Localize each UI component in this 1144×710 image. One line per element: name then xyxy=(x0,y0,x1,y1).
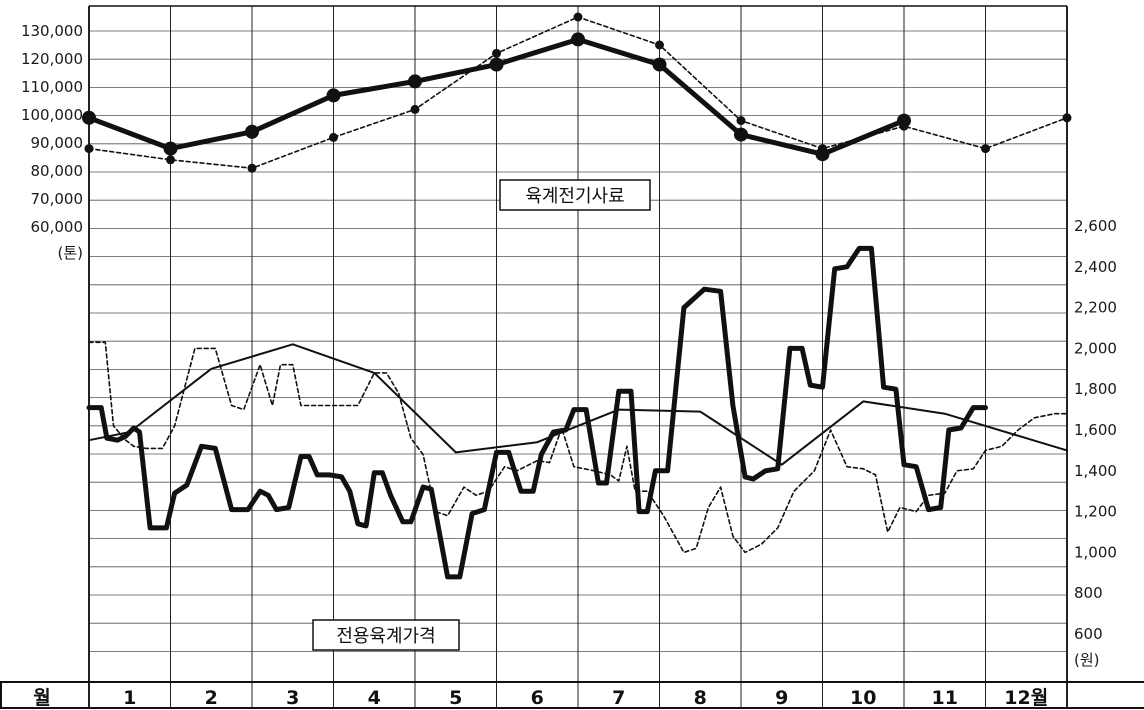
top-y-tick-label: 120,000 xyxy=(21,50,83,68)
feed-current-point xyxy=(489,57,504,72)
bottom-y-tick-label: 2,000 xyxy=(1074,339,1117,357)
month-tick-label: 4 xyxy=(368,687,381,709)
feed-current-point xyxy=(652,57,667,72)
top-y-tick-label: 130,000 xyxy=(21,22,83,40)
price-title: 전용육계가격 xyxy=(336,626,435,647)
feed-current-point xyxy=(734,127,748,142)
month-axis-label: 월 xyxy=(33,687,50,709)
feed-current-point xyxy=(163,141,178,156)
month-tick-label: 2 xyxy=(205,687,218,709)
month-tick-label: 3 xyxy=(286,687,299,709)
month-tick-label: 8 xyxy=(694,687,707,709)
feed-dashed-point xyxy=(981,144,990,154)
feed-dashed-point xyxy=(84,144,94,154)
bottom-y-tick-label: 1,400 xyxy=(1074,462,1117,480)
bottom-y-tick-label: 1,800 xyxy=(1074,380,1117,398)
bottom-y-tick-label: 1,000 xyxy=(1074,543,1117,561)
feed-dashed-point xyxy=(329,132,338,142)
feed-current-point xyxy=(245,124,259,139)
top-y-tick-label: 110,000 xyxy=(21,78,83,96)
feed-dashed-point xyxy=(1062,113,1072,123)
feed-title: 육계전기사료 xyxy=(525,186,624,207)
feed-current-point xyxy=(326,88,341,103)
feed-dashed-point xyxy=(410,104,420,114)
feed-title-box: 육계전기사료 xyxy=(499,179,651,211)
feed-current-point xyxy=(82,110,96,125)
top-y-tick-label: 80,000 xyxy=(31,162,84,180)
feed-dashed-point xyxy=(492,48,501,58)
bottom-y-tick-label: 600 xyxy=(1074,625,1103,643)
feed-current-point xyxy=(571,32,585,47)
bottom-y-tick-label: 2,400 xyxy=(1074,258,1117,276)
axis-labels: 1 2 3 4 5 6 7 8 9 10 11 12월 130,000 120,000 110,000 100… xyxy=(21,22,1117,709)
month-tick-label: 10 xyxy=(850,687,876,709)
top-y-unit: (톤) xyxy=(57,244,83,262)
price-title-box: 전용육계가격 xyxy=(312,619,460,651)
month-tick-label: 7 xyxy=(612,687,625,709)
month-tick-label: 11 xyxy=(932,687,958,709)
feed-dashed-point xyxy=(655,40,664,50)
feed-dashed-point xyxy=(573,12,583,22)
bottom-y-tick-label: 2,200 xyxy=(1074,299,1117,317)
top-y-tick-label: 100,000 xyxy=(21,106,83,124)
month-tick-label: 5 xyxy=(449,687,462,709)
feed-dashed-point xyxy=(166,155,175,165)
feed-current-point xyxy=(815,147,830,162)
feed-dashed-point xyxy=(736,116,746,126)
top-y-tick-label: 70,000 xyxy=(31,190,84,208)
top-y-tick-label: 90,000 xyxy=(31,134,84,152)
feed-current-point xyxy=(897,113,911,128)
series-layer xyxy=(82,12,1072,580)
bottom-y-unit: (원) xyxy=(1074,651,1100,669)
price-line-avg xyxy=(88,343,1068,466)
month-tick-label: 6 xyxy=(531,687,544,709)
top-y-tick-label: 60,000 xyxy=(31,218,84,236)
feed-dashed-point xyxy=(247,163,257,173)
feed-current-point xyxy=(408,74,422,89)
bottom-y-tick-label: 1,600 xyxy=(1074,421,1117,439)
bottom-y-tick-label: 1,200 xyxy=(1074,503,1117,521)
price-line-current xyxy=(86,245,988,580)
bottom-y-tick-label: 800 xyxy=(1074,584,1103,602)
bottom-y-tick-label: 2,600 xyxy=(1074,217,1117,235)
month-tick-label: 12월 xyxy=(1004,687,1048,709)
month-tick-label: 9 xyxy=(775,687,788,709)
price-line-dashed xyxy=(88,341,1068,554)
month-tick-label: 1 xyxy=(123,687,136,709)
